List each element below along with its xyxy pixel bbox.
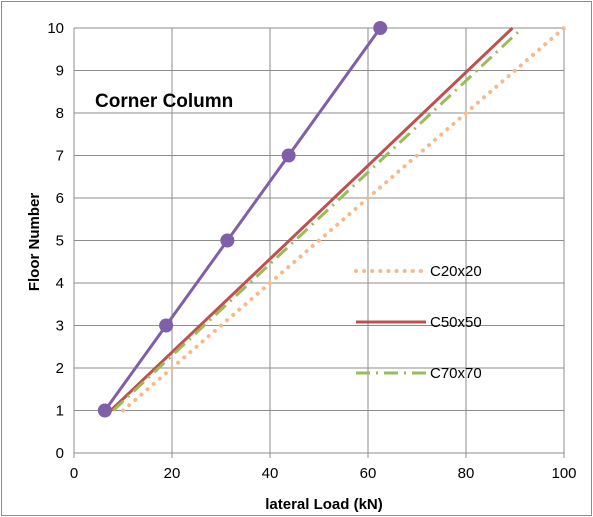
data-point-series-1-2 — [220, 233, 235, 248]
y-axis-title: Floor Number — [26, 193, 43, 291]
y-tick-label-1: 1 — [56, 403, 64, 420]
x-tick-label-80: 80 — [458, 465, 475, 482]
x-tick-label-20: 20 — [164, 465, 181, 482]
y-tick-label-4: 4 — [56, 275, 64, 292]
y-tick-label-2: 2 — [56, 360, 64, 377]
series-line-c50x50 — [109, 26, 514, 412]
y-tick-label-7: 7 — [56, 148, 64, 165]
x-axis-title: lateral Load (kN) — [265, 496, 383, 513]
data-point-series-1-1 — [159, 318, 174, 333]
y-tick-label-6: 6 — [56, 190, 64, 207]
series-line-c70x70 — [112, 26, 524, 412]
y-tick-label-10: 10 — [47, 20, 64, 37]
series-line-c20x20 — [121, 26, 566, 413]
legend-label-c70x70: C70x70 — [430, 365, 482, 382]
y-tick-label-9: 9 — [56, 63, 64, 80]
y-tick-label-5: 5 — [56, 233, 64, 250]
legend-label-c50x50: C50x50 — [430, 314, 482, 331]
data-point-series-1-0 — [97, 403, 112, 418]
x-tick-label-60: 60 — [360, 465, 377, 482]
y-tick-label-8: 8 — [56, 105, 64, 122]
x-tick-label-40: 40 — [262, 465, 279, 482]
legend-label-c20x20: C20x20 — [430, 263, 482, 280]
axes — [73, 28, 565, 458]
data-point-series-1-3 — [281, 148, 296, 163]
y-tick-label-0: 0 — [56, 445, 64, 462]
x-tick-label-100: 100 — [551, 465, 576, 482]
series-line-series-1 — [103, 27, 382, 412]
y-tick-label-3: 3 — [56, 318, 64, 335]
x-tick-label-0: 0 — [70, 465, 78, 482]
corner-column-annotation: Corner Column — [95, 91, 233, 112]
legend: C20x20 C50x50 C70x70 — [354, 263, 482, 382]
series-layer — [97, 21, 566, 418]
data-point-series-1-4 — [373, 21, 388, 35]
